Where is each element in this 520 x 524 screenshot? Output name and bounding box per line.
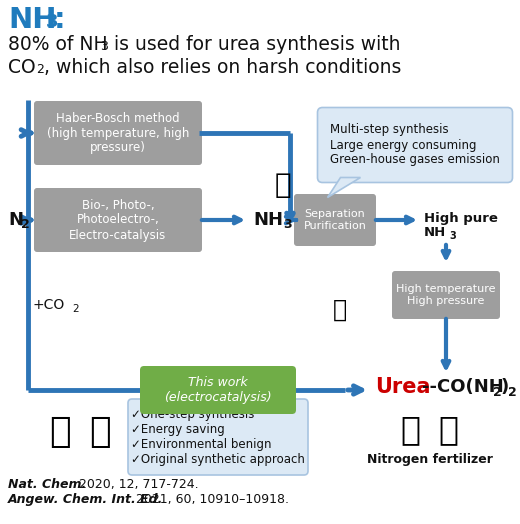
Text: 3: 3 bbox=[46, 13, 58, 31]
Text: High temperature
High pressure: High temperature High pressure bbox=[396, 284, 496, 306]
FancyBboxPatch shape bbox=[128, 399, 308, 475]
Text: Urea: Urea bbox=[375, 377, 431, 397]
Text: Nitrogen fertilizer: Nitrogen fertilizer bbox=[367, 453, 493, 466]
Text: ): ) bbox=[500, 378, 508, 396]
Text: 2021, 60, 10910–10918.: 2021, 60, 10910–10918. bbox=[132, 493, 289, 506]
Text: N: N bbox=[8, 211, 23, 229]
FancyBboxPatch shape bbox=[140, 366, 296, 414]
Text: High pure: High pure bbox=[424, 212, 498, 225]
Text: 2: 2 bbox=[21, 219, 30, 232]
Text: This work
(electrocatalysis): This work (electrocatalysis) bbox=[164, 376, 272, 404]
Text: is used for urea synthesis with: is used for urea synthesis with bbox=[108, 35, 400, 54]
Text: Angew. Chem. Int. Ed.: Angew. Chem. Int. Ed. bbox=[8, 493, 163, 506]
FancyBboxPatch shape bbox=[34, 101, 202, 165]
FancyBboxPatch shape bbox=[318, 107, 513, 182]
Text: 2: 2 bbox=[36, 63, 44, 76]
Text: Separation
Purification: Separation Purification bbox=[304, 209, 367, 231]
Text: 🔋: 🔋 bbox=[89, 415, 111, 449]
Text: , which also relies on harsh conditions: , which also relies on harsh conditions bbox=[44, 58, 401, 77]
Text: 🌾: 🌾 bbox=[400, 413, 420, 446]
Text: Nat. Chem.: Nat. Chem. bbox=[8, 478, 86, 491]
Text: 3: 3 bbox=[283, 219, 292, 232]
Text: 🌾: 🌾 bbox=[438, 413, 458, 446]
Text: 3: 3 bbox=[449, 231, 456, 241]
Text: 🔋: 🔋 bbox=[49, 415, 71, 449]
Text: Haber-Bosch method
(high temperature, high
pressure): Haber-Bosch method (high temperature, hi… bbox=[47, 112, 189, 155]
Text: ✓One-step synthesis
✓Energy saving
✓Environmental benign
✓Original synthetic app: ✓One-step synthesis ✓Energy saving ✓Envi… bbox=[131, 408, 305, 466]
Text: CO: CO bbox=[8, 58, 36, 77]
Polygon shape bbox=[328, 178, 360, 198]
Text: 🏭: 🏭 bbox=[275, 171, 291, 199]
Text: NH: NH bbox=[253, 211, 283, 229]
Text: NH: NH bbox=[8, 6, 57, 34]
Text: --CO(NH: --CO(NH bbox=[422, 378, 504, 396]
FancyBboxPatch shape bbox=[294, 194, 376, 246]
Text: :: : bbox=[54, 6, 66, 34]
Text: NH: NH bbox=[424, 226, 446, 239]
Text: 3: 3 bbox=[100, 40, 108, 53]
Text: 2: 2 bbox=[493, 386, 502, 398]
Text: Bio-, Photo-,
Photoelectro-,
Electro-catalysis: Bio-, Photo-, Photoelectro-, Electro-cat… bbox=[69, 199, 166, 242]
FancyBboxPatch shape bbox=[34, 188, 202, 252]
Text: Multi-step synthesis
Large energy consuming
Green-house gases emission: Multi-step synthesis Large energy consum… bbox=[330, 124, 500, 167]
Text: 2: 2 bbox=[72, 304, 79, 314]
FancyBboxPatch shape bbox=[392, 271, 500, 319]
Text: 🏭: 🏭 bbox=[333, 298, 347, 322]
Text: +CO: +CO bbox=[32, 298, 64, 312]
Text: 80% of NH: 80% of NH bbox=[8, 35, 108, 54]
Text: 2: 2 bbox=[508, 386, 517, 398]
Text: 2020, 12, 717-724.: 2020, 12, 717-724. bbox=[75, 478, 199, 491]
